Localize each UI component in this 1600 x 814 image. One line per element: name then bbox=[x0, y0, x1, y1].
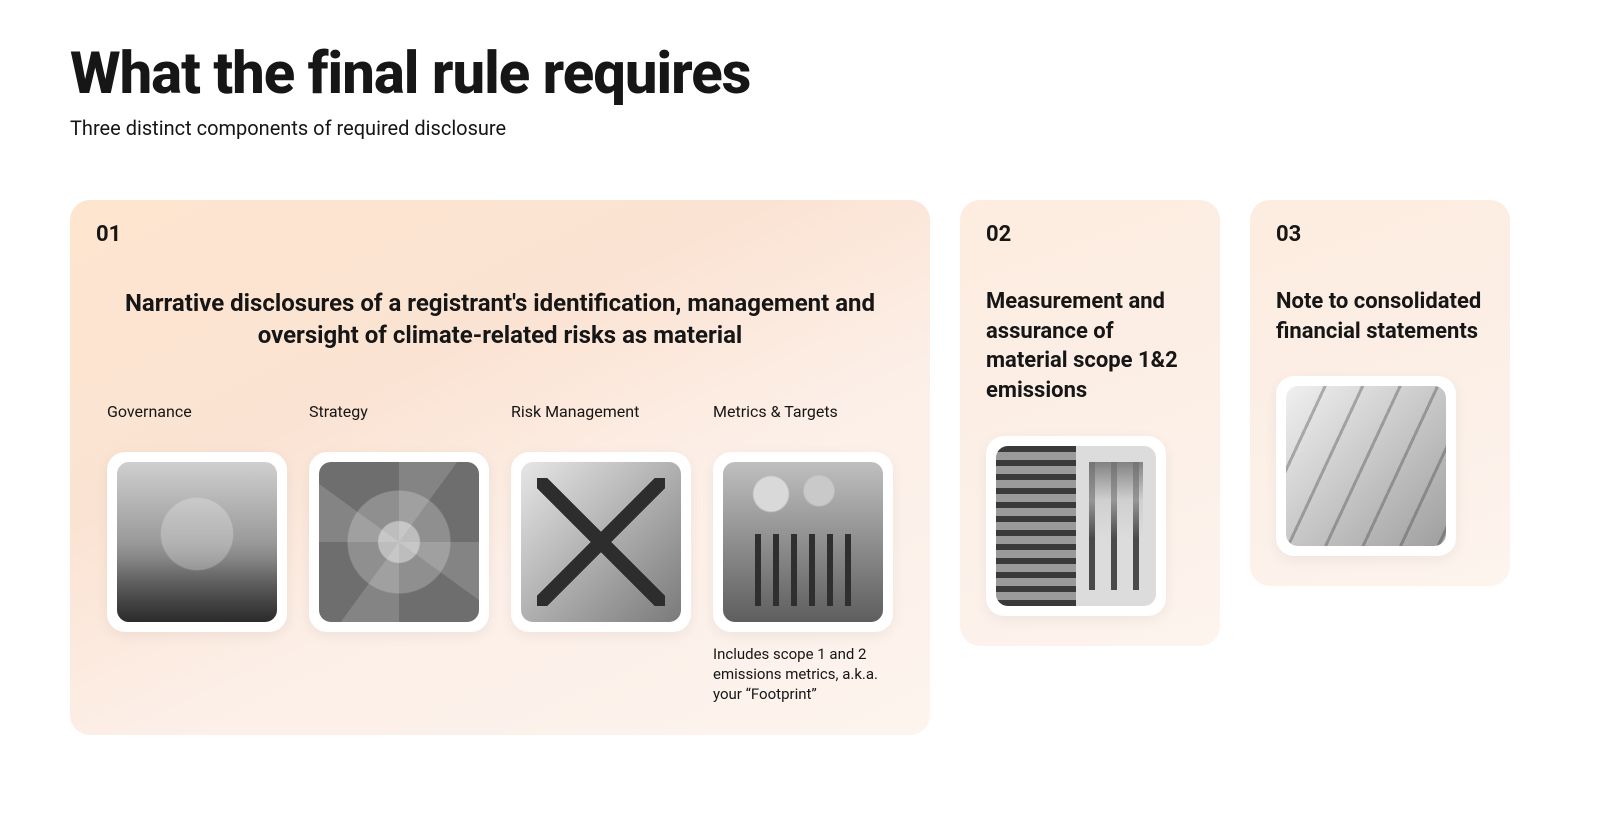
card-03: 03 Note to consolidated financial statem… bbox=[1250, 200, 1510, 586]
cards-row: 01 Narrative disclosures of a registrant… bbox=[70, 200, 1530, 735]
emissions-image bbox=[996, 446, 1156, 606]
strategy-image bbox=[319, 462, 479, 622]
tile-card bbox=[511, 452, 691, 632]
card-heading: Measurement and assurance of material sc… bbox=[986, 287, 1194, 406]
card-02: 02 Measurement and assurance of material… bbox=[960, 200, 1220, 646]
metrics-image bbox=[723, 462, 883, 622]
card-number: 02 bbox=[986, 222, 1194, 247]
tile-governance: Governance bbox=[107, 402, 287, 705]
tile-label: Strategy bbox=[309, 402, 489, 446]
tile-card bbox=[713, 452, 893, 632]
tile-metrics: Metrics & Targets Includes scope 1 and 2… bbox=[713, 402, 893, 705]
tile-label: Metrics & Targets bbox=[713, 402, 893, 446]
card-number: 01 bbox=[96, 222, 904, 247]
risk-image bbox=[521, 462, 681, 622]
tile-card bbox=[1276, 376, 1456, 556]
tile-label: Risk Management bbox=[511, 402, 691, 446]
governance-image bbox=[117, 462, 277, 622]
tile-card bbox=[309, 452, 489, 632]
page-title: What the final rule requires bbox=[70, 40, 1530, 108]
card-01: 01 Narrative disclosures of a registrant… bbox=[70, 200, 930, 735]
tile-card bbox=[107, 452, 287, 632]
card-number: 03 bbox=[1276, 222, 1484, 247]
tile-strategy: Strategy bbox=[309, 402, 489, 705]
tile-caption: Includes scope 1 and 2 emissions metrics… bbox=[713, 644, 883, 705]
card-heading: Note to consolidated financial statement… bbox=[1276, 287, 1484, 346]
card-heading: Narrative disclosures of a registrant's … bbox=[120, 287, 880, 352]
tile-card bbox=[986, 436, 1166, 616]
tile-risk: Risk Management bbox=[511, 402, 691, 705]
page-subtitle: Three distinct components of required di… bbox=[70, 116, 1530, 140]
tile-label: Governance bbox=[107, 402, 287, 446]
tiles-row: Governance Strategy Risk Management Metr… bbox=[96, 402, 904, 705]
statements-image bbox=[1286, 386, 1446, 546]
